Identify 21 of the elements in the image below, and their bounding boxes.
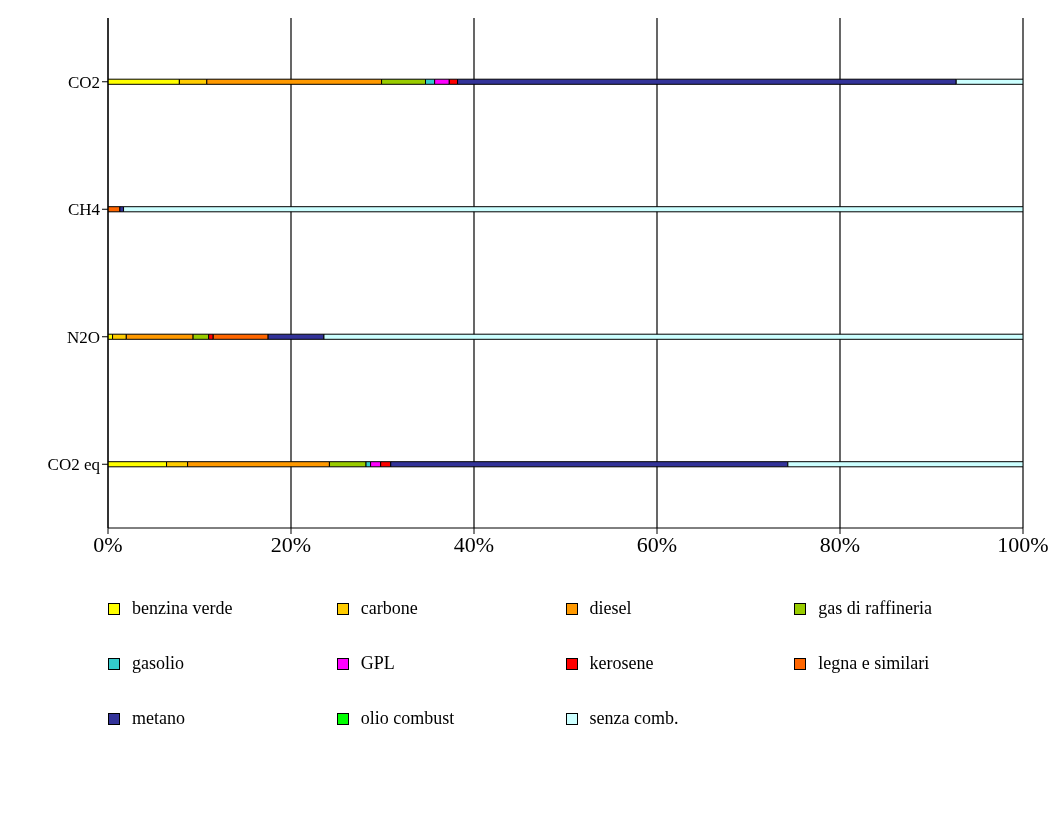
legend-label: gasolio xyxy=(132,653,184,674)
legend-label: benzina verde xyxy=(132,598,233,619)
y-tick-label: CO2 xyxy=(67,72,100,92)
legend-label: senza comb. xyxy=(589,708,679,729)
legend-label: kerosene xyxy=(589,653,654,674)
legend-label: legna e similari xyxy=(818,653,930,674)
x-tick-label: 60% xyxy=(636,531,678,557)
legend-label: metano xyxy=(132,708,185,729)
x-tick-label: 80% xyxy=(819,531,861,557)
y-tick-label: CO2 eq xyxy=(47,455,101,475)
x-tick-label: 40% xyxy=(453,531,495,557)
x-tick-label: 100% xyxy=(997,531,1049,557)
x-tick-label: 20% xyxy=(270,531,312,557)
legend-label: gas di raffineria xyxy=(818,598,932,619)
y-tick-label: CH4 xyxy=(67,200,101,220)
legend-label: carbone xyxy=(360,598,418,619)
legend-label: GPL xyxy=(360,653,395,674)
x-tick-label: 0% xyxy=(93,531,123,557)
y-tick-label: N2O xyxy=(66,327,100,347)
legend-label: diesel xyxy=(589,598,632,619)
legend-label: olio combust xyxy=(360,708,455,729)
